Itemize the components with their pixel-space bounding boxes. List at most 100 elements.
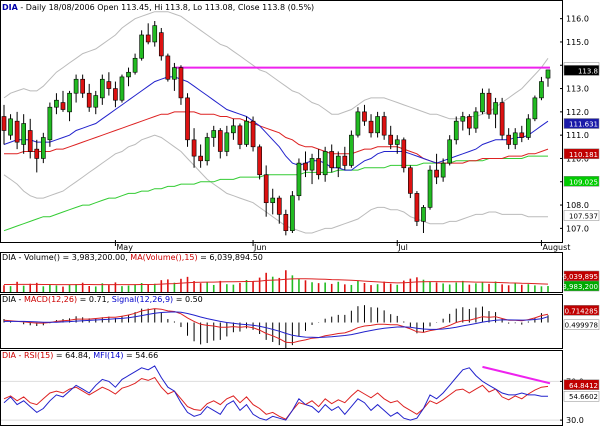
price-tick-label: 113.0 (566, 85, 589, 94)
candle-body (486, 92, 492, 115)
price-tag: 109.025 (563, 176, 600, 187)
macd-header-signal-value: = 0.50 (173, 295, 203, 304)
candle-body (126, 71, 131, 78)
price-tag-text: 110.181 (569, 151, 598, 159)
ma-green-line (3, 155, 548, 232)
candle-body (54, 99, 59, 108)
candle-body (224, 132, 230, 152)
candle-body (322, 151, 328, 176)
candle (21, 114, 26, 154)
candle-body (283, 214, 289, 231)
signal-value-tag-box (563, 319, 600, 330)
candle-body (204, 137, 210, 162)
candle (54, 93, 59, 115)
candle (440, 158, 446, 182)
candle-body (86, 92, 92, 108)
macd-panel: DIA - MACD(12,26) = 0.71, Signal(12,26,9… (0, 294, 600, 349)
candle (237, 123, 243, 150)
price-tick-label: 111.0 (566, 131, 589, 140)
volume-header-series: DIA - Volume() (2, 253, 60, 262)
ma-blue-line (3, 76, 549, 171)
candle (532, 95, 538, 122)
candles (1, 20, 551, 236)
candle-body (532, 97, 538, 120)
candle (309, 153, 315, 185)
candle (329, 144, 335, 173)
candle-body (342, 155, 348, 166)
candle-body (14, 120, 20, 143)
candle-body (178, 67, 184, 99)
volume-ma-tag-text: 6,039,895 (562, 273, 598, 281)
candle (421, 205, 426, 234)
signal-line (4, 311, 549, 339)
candle (362, 104, 367, 126)
candle (355, 107, 361, 138)
volume-header-ma-value: = 6,039,894.50 (198, 253, 263, 262)
candle-body (276, 197, 282, 215)
candle-body (434, 169, 439, 178)
candle (224, 125, 230, 157)
candle (296, 158, 302, 201)
candle (322, 146, 328, 182)
moving-averages (3, 76, 549, 232)
x-tick-label: May (116, 243, 133, 252)
candle-body (237, 125, 243, 145)
candle (250, 116, 256, 152)
candle (539, 76, 544, 101)
volume-header-ma: MA(Volume(),15) (130, 253, 197, 262)
candle-body (375, 116, 380, 134)
candle (145, 23, 151, 45)
rsi-header: DIA - RSI(15) = 64.84, MFI(14) = 54.66 (2, 351, 158, 360)
rsi-line (3, 376, 549, 420)
candle-body (132, 57, 138, 73)
mfi-value-tag-box (563, 390, 600, 402)
candle-body (211, 130, 217, 138)
rsi-divergence-line (482, 365, 551, 385)
candle-body (316, 158, 321, 176)
price-tag-text: 111.631 (569, 121, 598, 129)
candle-body (231, 125, 236, 134)
price-tag-box (563, 118, 600, 129)
candle-body (47, 106, 53, 141)
candle (408, 165, 413, 199)
candle (414, 191, 420, 227)
candle (14, 111, 20, 150)
volume-ma-tag: 6,039,895 (562, 270, 600, 282)
candle-body (460, 116, 466, 122)
candle (519, 125, 525, 143)
candle (381, 111, 387, 140)
candle-body (185, 97, 190, 141)
candle (40, 132, 46, 164)
candle (106, 72, 112, 96)
macd-header-name: MACD(12,26) (24, 295, 77, 304)
macd-header-value: = 0.71 (77, 295, 107, 304)
price-tag-box (563, 210, 600, 221)
candle-body (93, 95, 99, 108)
candle (316, 149, 321, 180)
candle-body (296, 162, 302, 197)
rsi-value-tag-text: 64.8412 (569, 382, 598, 390)
candle (290, 191, 295, 234)
candle (394, 135, 400, 154)
candle (152, 20, 158, 47)
upper-band-line (3, 11, 549, 120)
rsi-header-value: = 64.84 (53, 351, 88, 360)
price-tick-label: 107.0 (566, 224, 589, 233)
candle-body (355, 111, 361, 136)
candle (139, 30, 144, 61)
candle (80, 74, 85, 98)
candle (73, 74, 79, 103)
candle (283, 209, 289, 236)
candle-body (106, 81, 112, 89)
volume-header: DIA - Volume() = 3,983,200.00, MA(Volume… (2, 253, 263, 262)
price-header-symbol: DIA (2, 3, 19, 12)
price-panel: DIA - Daily 18/08/2006 Open 113.45, Hi 1… (0, 0, 600, 252)
candle (447, 135, 453, 166)
candle (93, 90, 99, 115)
candle-body (499, 102, 505, 136)
volume-bars (3, 270, 549, 292)
price-tag: 110.181 (563, 148, 600, 160)
candle (244, 116, 249, 147)
candle (113, 81, 118, 108)
candle-body (8, 118, 13, 136)
